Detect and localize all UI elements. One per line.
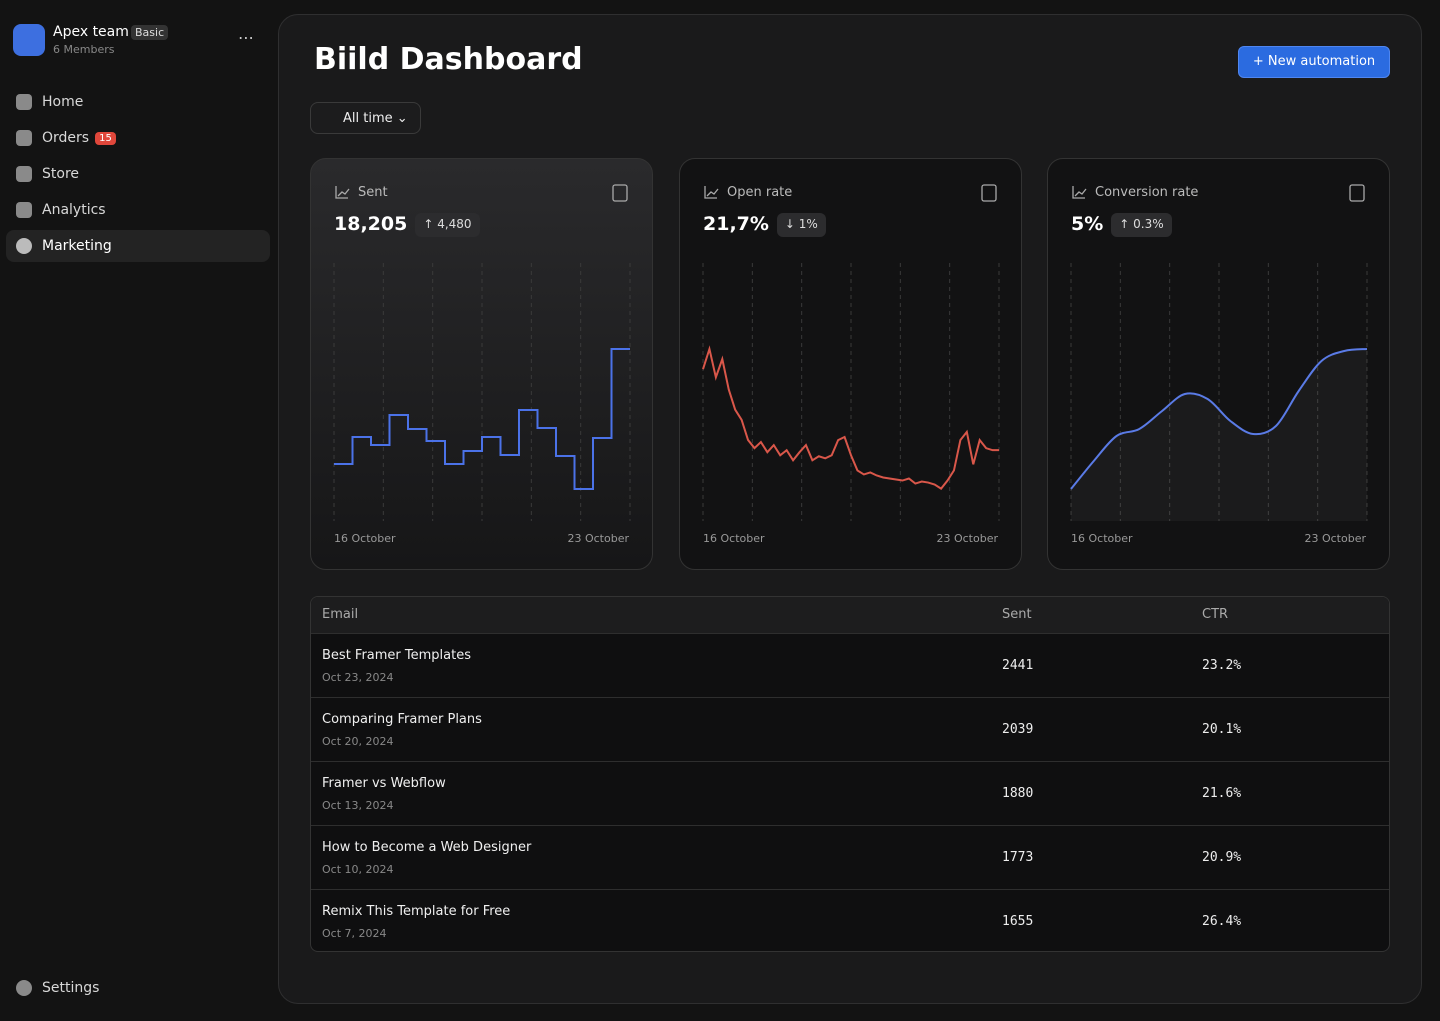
x-label: 16 October: [334, 532, 396, 545]
series-line: [1070, 348, 1368, 490]
card-value: 21,7%: [703, 213, 769, 235]
change-arrow: ↓: [784, 217, 799, 231]
team-logo[interactable]: [13, 24, 45, 56]
sent-count: 1880: [1002, 786, 1034, 801]
change-value: 0.3%: [1133, 217, 1164, 231]
table-row[interactable]: Best Framer Templates Oct 23, 2024 2441 23.…: [311, 633, 1389, 697]
nav-label: Analytics: [42, 202, 106, 218]
more-menu[interactable]: ⋯: [238, 28, 254, 47]
page-title: Biild Dashboard: [314, 42, 583, 77]
table-row[interactable]: Comparing Framer Plans Oct 20, 2024 2039 20…: [311, 697, 1389, 761]
nav-label: Marketing: [42, 238, 112, 254]
sent-count: 2039: [1002, 722, 1034, 737]
change-arrow: ↑: [423, 217, 438, 231]
email-date: Oct 10, 2024: [322, 863, 394, 876]
change-badge: ↑ 0.3%: [1111, 213, 1172, 237]
email-title: Remix This Template for Free: [322, 904, 511, 919]
metric-card: Open rate 21,7% ↓ 1% 16 October 23 October: [679, 158, 1022, 570]
chart: [333, 184, 631, 521]
table-row[interactable]: How to Become a Web Designer Oct 10, 2024…: [311, 825, 1389, 889]
nav-item[interactable]: Orders 15: [6, 122, 270, 154]
change-value: 1%: [798, 217, 818, 231]
ctr-value: 20.1%: [1202, 722, 1242, 737]
sent-count: 1773: [1002, 850, 1034, 865]
email-title: Comparing Framer Plans: [322, 712, 482, 727]
x-label: 16 October: [1071, 532, 1133, 545]
button-icon: +: [1252, 54, 1268, 69]
nav-label: Settings: [42, 980, 100, 996]
ctr-value: 23.2%: [1202, 658, 1242, 673]
ctr-value: 20.9%: [1202, 850, 1242, 865]
email-date: Oct 20, 2024: [322, 735, 394, 748]
report-icon: [612, 184, 628, 202]
card-title: Open rate: [727, 185, 793, 200]
trend-icon: [1072, 186, 1087, 199]
x-label: 23 October: [1304, 532, 1366, 545]
ctr-value: 26.4%: [1202, 914, 1242, 929]
button-label: New automation: [1267, 54, 1376, 69]
nav-badge: 15: [95, 131, 116, 145]
column-header: Sent: [1002, 607, 1032, 622]
x-label: 23 October: [936, 532, 998, 545]
time-filter[interactable]: All time ⌄: [310, 102, 421, 134]
metric-card: Sent 18,205 ↑ 4,480 16 October 23 October: [310, 158, 653, 570]
card-title: Conversion rate: [1095, 185, 1199, 200]
chart: [702, 184, 1000, 521]
area: [1071, 349, 1367, 521]
column-header: CTR: [1202, 607, 1229, 622]
team-name: Apex team: [53, 24, 129, 40]
card-value: 18,205: [334, 213, 408, 235]
column-header[interactable]: Email: [322, 607, 359, 622]
nav-item[interactable]: Analytics: [6, 194, 270, 226]
table-header: [311, 597, 1389, 633]
report-icon: [1349, 184, 1365, 202]
team-members: 6 Members: [53, 43, 115, 56]
email-date: Oct 23, 2024: [322, 671, 394, 684]
trend-icon: [335, 186, 350, 199]
ctr-value: 21.6%: [1202, 786, 1242, 801]
x-label: 16 October: [703, 532, 765, 545]
nav-item[interactable]: Store: [6, 158, 270, 190]
nav-label: Home: [42, 94, 84, 110]
change-value: 4,480: [437, 217, 472, 231]
nav-label: Orders: [42, 130, 90, 146]
chart: [1070, 184, 1368, 521]
table-row[interactable]: Framer vs Webflow Oct 13, 2024 1880 21.6%: [311, 761, 1389, 825]
change-arrow: ↑: [1119, 217, 1134, 231]
filter-label: All time: [343, 111, 393, 126]
series-line: [702, 345, 999, 490]
email-date: Oct 13, 2024: [322, 799, 394, 812]
nav-label: Store: [42, 166, 80, 182]
sent-count: 2441: [1002, 658, 1034, 673]
change-badge: ↑ 4,480: [415, 213, 480, 237]
report-icon: [981, 184, 997, 202]
card-value: 5%: [1071, 213, 1104, 235]
x-label: 23 October: [567, 532, 629, 545]
trend-icon: [704, 186, 719, 199]
change-badge: ↓ 1%: [776, 213, 826, 237]
nav-item[interactable]: Home: [6, 86, 270, 118]
email-date: Oct 7, 2024: [322, 927, 387, 940]
table-row[interactable]: Remix This Template for Free Oct 7, 2024 1…: [311, 889, 1389, 951]
settings[interactable]: Settings: [6, 972, 270, 1004]
card-title: Sent: [358, 185, 388, 200]
plan-badge: Basic: [131, 25, 169, 40]
nav-item[interactable]: Marketing: [6, 230, 270, 262]
new-automation-button[interactable]: + New automation: [1238, 46, 1390, 78]
email-title: How to Become a Web Designer: [322, 840, 532, 855]
email-title: Best Framer Templates: [322, 648, 471, 663]
email-table: Email Sent CTR Best Framer Templates Oct …: [310, 596, 1390, 952]
metric-card: Conversion rate 5% ↑ 0.3% 16 October 23 Octo…: [1047, 158, 1390, 570]
sent-count: 1655: [1002, 914, 1034, 929]
email-title: Framer vs Webflow: [322, 776, 446, 791]
series-line: [334, 348, 630, 490]
